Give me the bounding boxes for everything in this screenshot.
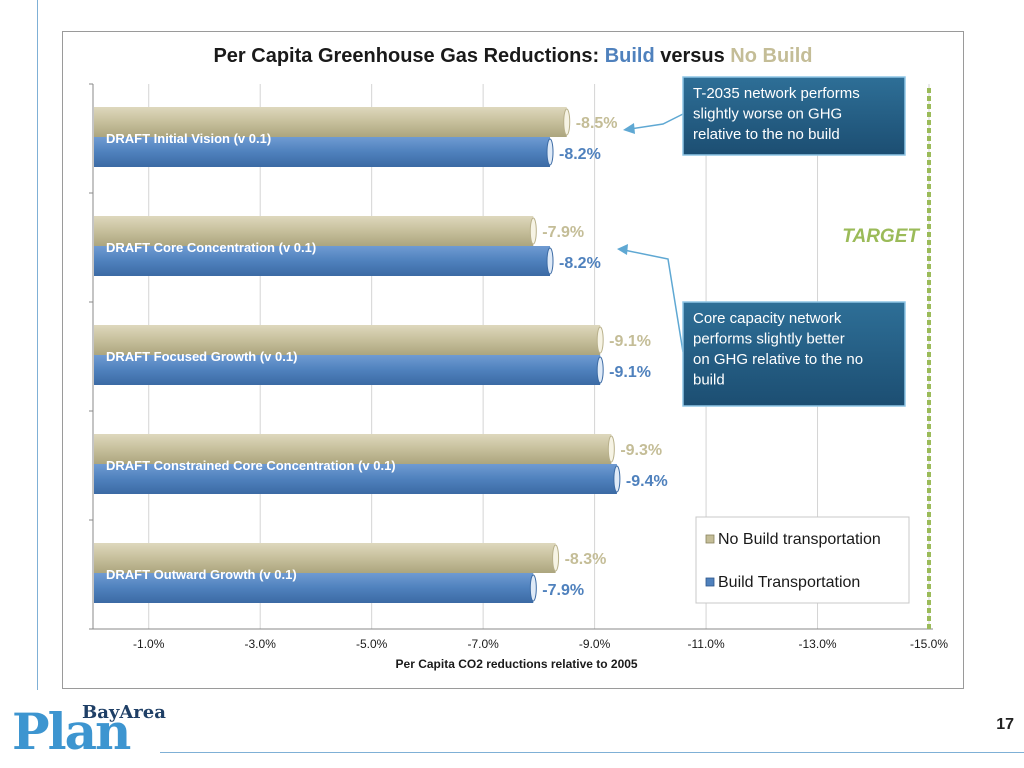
- annotation-1-arrowhead: [623, 123, 635, 134]
- x-tick-label: -1.0%: [133, 637, 165, 651]
- bar-no-build-cap: [607, 435, 615, 463]
- annotation-1-text-line: relative to the no build: [693, 126, 840, 143]
- data-label-build: -7.9%: [542, 582, 584, 599]
- category-label: DRAFT Outward Growth (v 0.1): [106, 567, 297, 582]
- x-tick-label: -15.0%: [910, 637, 948, 651]
- annotation-1-box: [682, 76, 906, 156]
- annotation-1-arrow-line: [629, 113, 684, 130]
- bottom-border-line: [160, 752, 1024, 753]
- x-axis-title: Per Capita CO2 reductions relative to 20…: [396, 657, 638, 671]
- annotation-1-text-line: T-2035 network performs: [693, 85, 860, 102]
- annotation-2-text-line: on GHG relative to the no: [693, 351, 863, 368]
- bayarea-plan-logo: BayArea Plan: [12, 702, 166, 761]
- category-label: DRAFT Focused Growth (v 0.1): [106, 349, 297, 364]
- x-tick-label: -9.0%: [579, 637, 611, 651]
- x-tick-label: -13.0%: [799, 637, 837, 651]
- bar-build-cap: [529, 574, 537, 602]
- annotation-2-text-line: build: [693, 372, 725, 389]
- data-label-build: -9.1%: [609, 364, 651, 381]
- slide-number: 17: [996, 716, 1014, 733]
- bar-no-build-cap: [596, 326, 604, 354]
- annotation-2-arrow-line: [623, 249, 684, 353]
- chart-title-part-3: versus: [654, 45, 731, 67]
- data-label-build: -8.2%: [559, 255, 601, 272]
- bar-build-cap: [613, 465, 621, 493]
- annotation-2-box: [682, 301, 906, 407]
- data-label-no-build: -7.9%: [542, 224, 584, 241]
- chart-frame: Per Capita Greenhouse Gas Reductions: Bu…: [62, 31, 964, 689]
- category-label: DRAFT Core Concentration (v 0.1): [106, 240, 316, 255]
- bar-no-build-cap: [529, 217, 537, 245]
- data-label-build: -8.2%: [559, 146, 601, 163]
- legend-label-build: Build Transportation: [718, 574, 860, 591]
- chart-title-part-1: Per Capita Greenhouse Gas Reductions:: [213, 45, 605, 67]
- bar-no-build-cap: [563, 108, 571, 136]
- x-tick-label: -5.0%: [356, 637, 388, 651]
- legend-swatch-build: [705, 577, 715, 587]
- bar-no-build: [94, 325, 601, 355]
- bar-chart: -1.0% -3.0% -5.0% -7.0% -9.0% -11.0% -13.0% -15…: [89, 76, 948, 671]
- bar-no-build-cap: [552, 544, 560, 572]
- category-label: DRAFT Initial Vision (v 0.1): [106, 131, 271, 146]
- data-label-no-build: -8.3%: [565, 551, 607, 568]
- annotation-2-text-line: Core capacity network: [693, 310, 842, 327]
- x-tick-label: -7.0%: [467, 637, 499, 651]
- logo-bayarea-text: BayArea: [82, 702, 166, 723]
- chart-title-build: Build: [604, 45, 655, 67]
- annotation-1-text-line: slightly worse on GHG: [693, 106, 842, 123]
- data-label-no-build: -9.1%: [609, 333, 651, 350]
- target-label: TARGET: [842, 226, 920, 247]
- category-label: DRAFT Constrained Core Concentration (v …: [106, 458, 396, 473]
- bar-build: [94, 246, 551, 276]
- bar-build: [94, 137, 551, 167]
- data-label-build: -9.4%: [626, 473, 668, 490]
- chart-title-nobuild: No Build: [730, 45, 813, 67]
- legend-swatch-no-build: [705, 534, 715, 544]
- bar-build-cap: [546, 138, 554, 166]
- bar-no-build: [94, 434, 612, 464]
- bar-build: [94, 355, 601, 385]
- bar-build-cap: [596, 356, 604, 384]
- data-label-no-build: -9.3%: [620, 442, 662, 459]
- annotation-2-arrowhead: [617, 244, 628, 255]
- bar-no-build: [94, 543, 556, 573]
- bar-build: [94, 573, 534, 603]
- x-tick-label: -3.0%: [245, 637, 277, 651]
- legend-box: [695, 516, 910, 604]
- bar-no-build: [94, 216, 534, 246]
- bar-no-build: [94, 107, 567, 137]
- bar-build-cap: [546, 247, 554, 275]
- data-label-no-build: -8.5%: [576, 115, 618, 132]
- left-border-line: [37, 0, 38, 690]
- annotation-2-text-line: performs slightly better: [693, 331, 845, 348]
- bar-build: [94, 464, 617, 494]
- x-tick-label: -11.0%: [687, 637, 724, 651]
- chart-title: Per Capita Greenhouse Gas Reductions: Bu…: [63, 45, 963, 68]
- legend-label-no-build: No Build transportation: [718, 531, 881, 548]
- logo-plan-text: Plan: [12, 702, 131, 761]
